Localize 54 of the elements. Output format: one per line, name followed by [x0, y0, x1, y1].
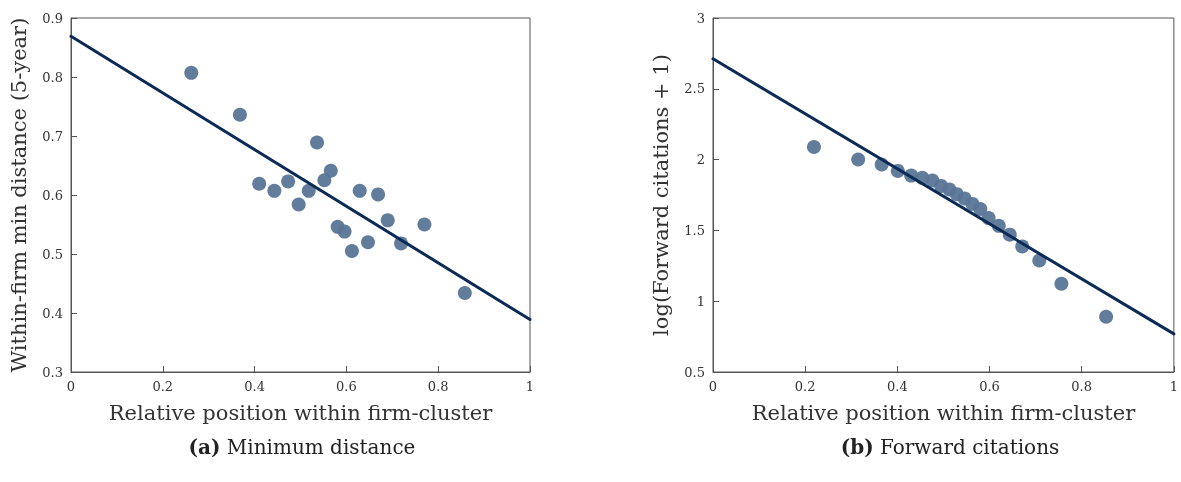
- y-tick-label: 0.8: [42, 69, 63, 85]
- point: [457, 285, 472, 300]
- point: [281, 174, 296, 189]
- y-tick-label: 2: [696, 152, 705, 168]
- y-tick-label: 0.5: [42, 246, 63, 262]
- x-axis-title: Relative position within firm-cluster: [751, 400, 1137, 425]
- point: [344, 244, 359, 259]
- x-tick-label: 0.8: [427, 379, 449, 394]
- text: (a) Minimum distance: [188, 435, 416, 459]
- y-tick-label: 2.5: [684, 81, 705, 97]
- point: [337, 224, 352, 239]
- point: [232, 107, 247, 122]
- point: [323, 163, 338, 178]
- point: [806, 140, 821, 154]
- x-tick-label: 0.4: [887, 379, 908, 394]
- x-tick-label: 1: [525, 379, 535, 394]
- y-tick-label: 1.5: [684, 222, 705, 238]
- point: [851, 152, 866, 167]
- point: [291, 197, 306, 212]
- point: [1099, 309, 1114, 324]
- y-tick-label: 0.3: [42, 364, 63, 380]
- x-axis-title: Relative position within firm-cluster: [108, 400, 494, 425]
- x-tick-label: 0.4: [244, 379, 265, 394]
- y-tick-label: 1: [696, 293, 705, 309]
- point: [317, 173, 332, 188]
- y-tick-label: 0.5: [684, 364, 705, 380]
- point: [252, 176, 267, 191]
- point: [267, 183, 282, 198]
- x-tick-label: 0: [66, 379, 76, 394]
- point: [184, 65, 199, 80]
- point: [310, 135, 325, 150]
- point: [360, 235, 375, 250]
- y-tick-label: 3: [696, 10, 705, 26]
- point: [352, 183, 367, 198]
- y-axis-title: Within-firm min distance (5-year): [6, 17, 31, 373]
- point: [973, 202, 988, 217]
- text: (b) Forward citations: [840, 435, 1060, 459]
- x-tick-label: 0.2: [794, 379, 816, 394]
- x-tick-label: 0.6: [336, 379, 357, 394]
- x-tick-label: 0.2: [152, 379, 174, 394]
- point: [1054, 276, 1069, 291]
- y-tick-label: 0.4: [42, 305, 63, 321]
- x-tick-label: 0: [708, 379, 718, 394]
- x-tick-label: 1: [1169, 379, 1179, 394]
- y-tick-label: 0.6: [42, 187, 63, 203]
- x-tick-label: 0.8: [1071, 379, 1093, 394]
- x-tick-label: 0.6: [979, 379, 1000, 394]
- point: [417, 217, 432, 232]
- y-tick-label: 0.9: [42, 10, 63, 26]
- y-tick-label: 0.7: [42, 128, 63, 144]
- y-axis-title: log(Forward citations + 1): [648, 54, 673, 336]
- point: [371, 187, 386, 202]
- point: [301, 183, 316, 198]
- point: [380, 213, 395, 228]
